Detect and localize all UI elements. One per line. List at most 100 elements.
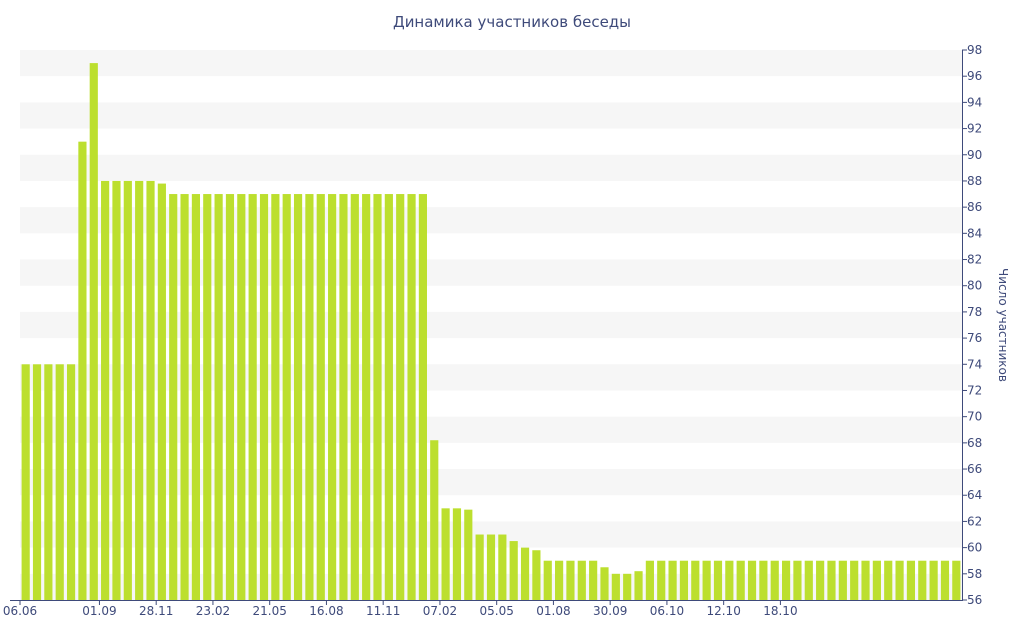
bar <box>940 560 950 600</box>
bar <box>532 550 541 600</box>
bar <box>543 560 552 600</box>
bar <box>520 547 530 600</box>
x-tick-label: 05.05 <box>479 604 513 618</box>
bar <box>781 560 791 600</box>
bar <box>884 560 893 600</box>
bar <box>169 194 178 601</box>
bar <box>486 534 496 600</box>
bar <box>271 194 280 601</box>
bar <box>339 194 348 601</box>
bar <box>816 560 825 600</box>
x-tick-label: 23.02 <box>196 604 230 618</box>
x-tick-label: 28.11 <box>139 604 173 618</box>
bar <box>293 194 303 601</box>
y-tick-label: 72 <box>967 383 982 397</box>
bar <box>555 560 564 600</box>
y-tick-label: 82 <box>967 253 982 267</box>
y-tick-label: 56 <box>967 593 982 607</box>
bar <box>827 560 836 600</box>
y-tick-label: 98 <box>967 43 982 57</box>
bar <box>793 560 802 600</box>
bar <box>259 194 269 601</box>
bar <box>66 364 76 600</box>
y-tick-label: 74 <box>967 357 982 371</box>
bar <box>441 508 450 600</box>
bar <box>452 508 462 600</box>
bar <box>838 560 847 600</box>
bar <box>305 194 314 601</box>
bar <box>384 194 393 601</box>
bar <box>180 194 189 601</box>
bar <box>89 63 98 601</box>
y-tick-label: 84 <box>967 226 982 240</box>
y-tick-label: 70 <box>967 410 982 424</box>
bar <box>21 364 30 600</box>
bar <box>112 180 121 600</box>
bar <box>78 141 87 600</box>
x-tick-label: 06.06 <box>3 604 37 618</box>
y-tick-label: 88 <box>967 174 982 188</box>
bar <box>157 183 166 601</box>
bar <box>770 560 779 600</box>
grid-band <box>20 50 962 77</box>
bar <box>135 180 144 600</box>
bar <box>32 364 42 600</box>
bar <box>44 364 53 600</box>
x-tick-label: 21.05 <box>253 604 287 618</box>
y-tick-label: 80 <box>967 279 982 293</box>
chart-title: Динамика участников беседы <box>392 13 632 31</box>
x-tick-label: 30.09 <box>593 604 627 618</box>
bar <box>248 194 257 601</box>
bar <box>577 560 586 600</box>
bar <box>918 560 927 600</box>
bar <box>55 364 64 600</box>
bar <box>237 194 246 601</box>
bar <box>611 573 620 600</box>
bar <box>804 560 813 600</box>
y-tick-label: 66 <box>967 462 982 476</box>
bar <box>850 560 859 600</box>
bar <box>634 571 643 600</box>
bar-series <box>21 63 961 601</box>
y-tick-label: 76 <box>967 331 982 345</box>
grid-band <box>20 102 962 129</box>
bar <box>225 194 235 601</box>
bar <box>759 560 768 600</box>
y-axis-title: Число участников <box>996 268 1010 382</box>
bar <box>362 194 371 601</box>
x-tick-label: 11.11 <box>366 604 400 618</box>
x-tick-label: 18.10 <box>763 604 797 618</box>
bar <box>316 194 325 601</box>
x-tick-label: 07.02 <box>423 604 457 618</box>
bar <box>464 509 473 600</box>
bar <box>668 560 677 600</box>
bar <box>146 180 155 600</box>
bar <box>645 560 654 600</box>
bar <box>623 573 632 600</box>
bar <box>566 560 575 600</box>
bar <box>679 560 689 600</box>
bar <box>906 560 916 600</box>
y-tick-label: 62 <box>967 514 982 528</box>
x-axis: 06.06 01.09 28.11 23.02 21.05 16.08 11.11 07.02… <box>3 600 963 618</box>
bar <box>702 560 711 600</box>
y-tick-label: 86 <box>967 200 982 214</box>
bar <box>895 560 904 600</box>
y-axis: 56 58 60 62 64 66 68 70 72 74 76 78 80 82 84 86 88 90 92 94… <box>962 43 982 607</box>
bar <box>282 194 291 601</box>
y-tick-label: 58 <box>967 567 982 581</box>
bar <box>396 194 405 601</box>
bar <box>872 560 881 600</box>
y-tick-label: 60 <box>967 541 982 555</box>
bar <box>214 194 223 601</box>
bar <box>725 560 734 600</box>
x-tick-label: 12.10 <box>706 604 740 618</box>
bar <box>203 194 212 601</box>
y-tick-label: 96 <box>967 69 982 83</box>
x-tick-label: 01.09 <box>82 604 116 618</box>
bar <box>430 440 439 600</box>
bar <box>861 560 870 600</box>
bar <box>747 560 757 600</box>
